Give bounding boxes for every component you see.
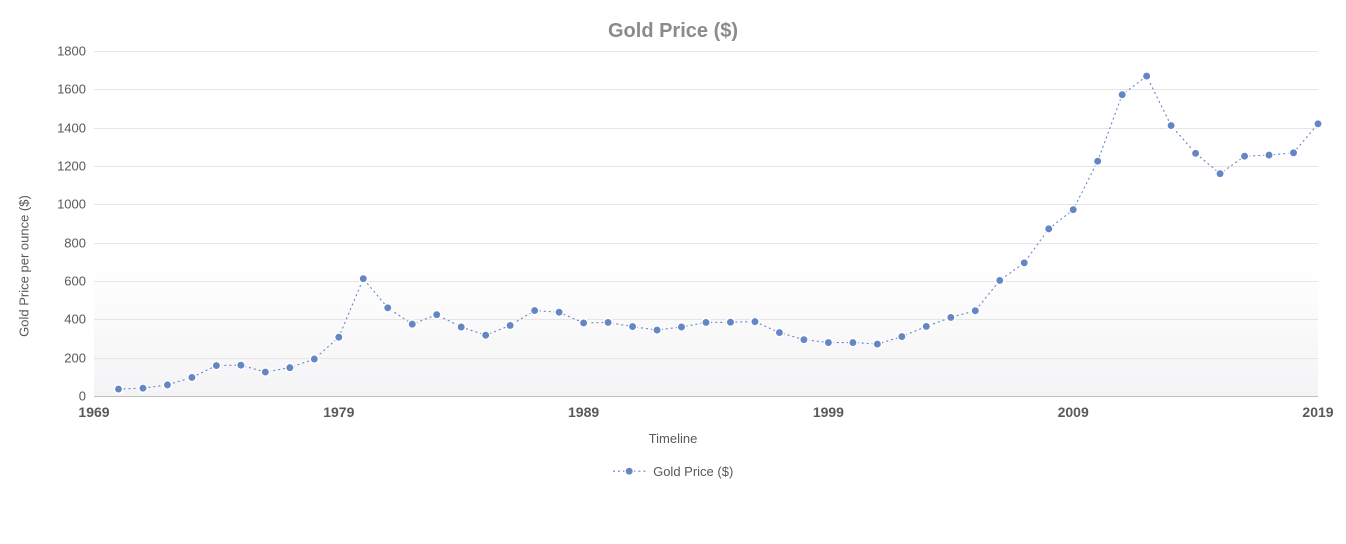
data-point — [1216, 169, 1224, 177]
data-point — [359, 275, 367, 283]
data-point — [1167, 121, 1175, 129]
data-point — [1265, 151, 1273, 159]
chart-title: Gold Price ($) — [0, 0, 1346, 51]
y-tick-label: 200 — [64, 350, 94, 365]
plot-area: 0200400600800100012001400160018001969197… — [94, 51, 1318, 397]
data-point — [188, 373, 196, 381]
data-point — [457, 323, 465, 331]
legend-swatch-icon — [613, 465, 647, 477]
data-point — [1045, 225, 1053, 233]
data-point — [1314, 120, 1322, 128]
y-tick-label: 1800 — [57, 44, 94, 59]
data-point — [1240, 152, 1248, 160]
data-point — [628, 322, 636, 330]
data-point — [555, 308, 563, 316]
data-point — [800, 335, 808, 343]
data-point — [1020, 259, 1028, 267]
data-point — [261, 368, 269, 376]
data-point — [971, 307, 979, 315]
series-line — [118, 76, 1318, 389]
data-point — [237, 361, 245, 369]
data-point — [751, 317, 759, 325]
data-point — [481, 331, 489, 339]
legend-swatch-svg — [613, 465, 647, 477]
y-tick-label: 800 — [64, 235, 94, 250]
y-tick-label: 600 — [64, 274, 94, 289]
x-tick-label: 1989 — [568, 396, 599, 420]
data-point — [212, 361, 220, 369]
data-point — [1142, 72, 1150, 80]
data-point — [1289, 149, 1297, 157]
data-point — [530, 306, 538, 314]
data-point — [726, 318, 734, 326]
x-tick-label: 1979 — [323, 396, 354, 420]
data-point — [849, 338, 857, 346]
data-point — [506, 321, 514, 329]
data-point — [898, 332, 906, 340]
x-axis-title: Timeline — [18, 431, 1328, 446]
data-point — [947, 313, 955, 321]
data-point — [702, 318, 710, 326]
plot-outer: 0200400600800100012001400160018001969197… — [94, 51, 1318, 397]
series-svg — [94, 51, 1318, 396]
data-point — [384, 304, 392, 312]
x-tick-label: 2019 — [1302, 396, 1333, 420]
data-point — [433, 311, 441, 319]
gold-price-chart: Gold Price ($) Gold Price per ounce ($) … — [0, 0, 1346, 544]
data-point — [824, 338, 832, 346]
y-tick-label: 1200 — [57, 159, 94, 174]
data-point — [1069, 206, 1077, 214]
data-point — [114, 385, 122, 393]
data-point — [1118, 91, 1126, 99]
chart-legend: Gold Price ($) — [18, 464, 1328, 481]
x-tick-label: 1969 — [78, 396, 109, 420]
data-point — [677, 323, 685, 331]
data-point — [408, 320, 416, 328]
data-point — [775, 328, 783, 336]
y-tick-label: 1400 — [57, 120, 94, 135]
data-point — [163, 381, 171, 389]
data-point — [579, 319, 587, 327]
data-point — [1191, 149, 1199, 157]
data-point — [604, 318, 612, 326]
data-point — [922, 322, 930, 330]
x-tick-label: 1999 — [813, 396, 844, 420]
x-tick-label: 2009 — [1058, 396, 1089, 420]
data-point — [286, 363, 294, 371]
chart-body: Gold Price per ounce ($) 020040060080010… — [18, 51, 1328, 481]
data-point — [1093, 157, 1101, 165]
y-tick-label: 400 — [64, 312, 94, 327]
legend-item-gold-price: Gold Price ($) — [613, 464, 734, 479]
data-point — [139, 384, 147, 392]
legend-item-label: Gold Price ($) — [653, 464, 733, 479]
y-axis-title: Gold Price per ounce ($) — [17, 195, 32, 337]
data-point — [653, 326, 661, 334]
y-tick-label: 1600 — [57, 82, 94, 97]
y-tick-label: 1000 — [57, 197, 94, 212]
data-point — [996, 276, 1004, 284]
data-point — [873, 340, 881, 348]
data-point — [335, 333, 343, 341]
data-point — [310, 355, 318, 363]
